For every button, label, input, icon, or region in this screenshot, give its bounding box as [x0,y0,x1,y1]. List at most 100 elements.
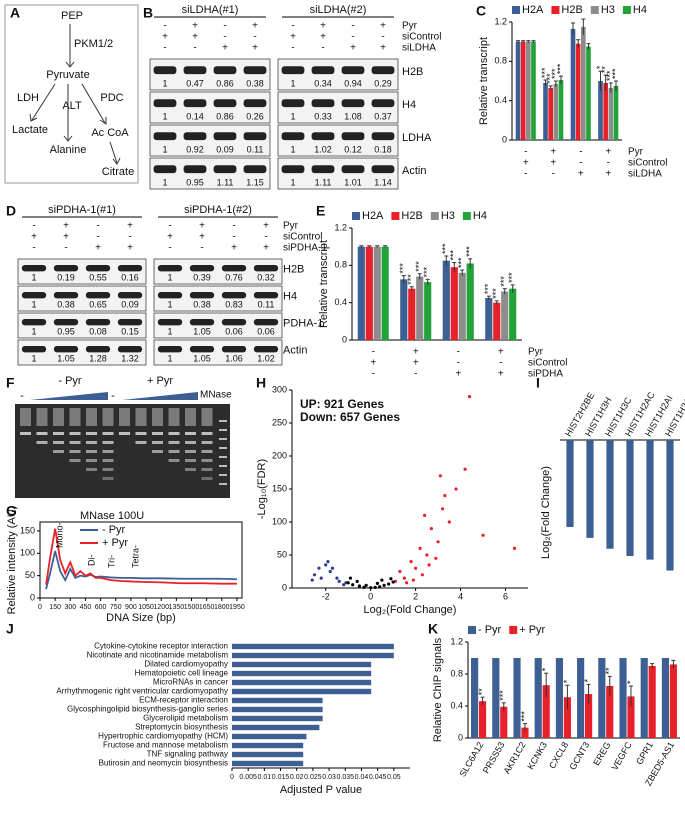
blot-band [53,345,79,353]
gel-band [102,468,114,471]
band-quantity: 0.38 [193,299,211,309]
blot-band [341,165,365,174]
condition-sign: - [381,32,384,43]
band-quantity: 0.32 [257,272,275,282]
condition-sign: + [498,347,504,358]
blot-frame [153,285,283,312]
point [348,576,353,580]
point [362,585,366,589]
blot-band [21,345,47,353]
significance: *** [519,711,529,722]
ladder-band [219,447,227,449]
y-tick-label: 50 [277,549,287,559]
gel-band [69,432,81,435]
blot-band [221,318,247,326]
condition-sign: - [372,347,375,358]
bar [555,658,564,738]
point [369,586,373,590]
condition-sign: - [163,21,166,32]
blot-band [189,264,215,272]
blot-band [341,132,365,141]
blot-band [253,291,279,299]
condition-sign: + [380,21,386,32]
control-lane: - [20,390,24,402]
blot-name: PDHA-1 [283,318,323,330]
condition-sign: - [524,147,527,158]
band-quantity: 0.38 [246,78,264,88]
point [434,556,438,560]
gel-band [69,441,81,444]
bar [232,706,323,713]
x-tick-label: SLC6A12 [457,740,485,778]
bar [586,46,591,141]
bar [548,87,553,140]
condition-sign: + [252,43,258,54]
bar [598,658,606,738]
gel-band [53,441,64,444]
condition-sign: - [291,43,294,54]
blot-frame [149,58,271,91]
condition-sign: + [455,369,461,380]
group-label: siPDHA-1(#1) [48,204,116,216]
blot-band [371,66,395,75]
blot-band [253,264,279,272]
blot-band [371,165,395,174]
blot-band [253,345,279,353]
legend-swatch [512,6,520,14]
bar [543,82,548,140]
band-quantity: 1 [31,272,36,282]
x-tick-label: 1050 [138,604,154,611]
condition-sign: - [414,369,417,380]
gel-lane [201,408,213,426]
point [319,576,323,580]
x-tick-label: 0.015 [272,774,290,781]
x-tick-label: 4 [458,591,463,601]
significance: *** [610,68,620,79]
condition-sign: - [351,21,354,32]
y-tick-label: 50 [25,570,35,580]
gel-band [152,450,163,453]
legend-swatch [551,6,560,14]
condition-sign: - [291,21,294,32]
annotation: Tri- [106,555,116,568]
band-quantity: 0.92 [186,144,204,154]
significance: * [583,678,593,682]
point [310,578,314,582]
blot-band [117,318,143,326]
significance: *** [422,266,432,277]
x-tick-label: 0.005 [239,774,257,781]
significance: *** [406,274,416,285]
condition-sign: + [550,147,556,158]
band-quantity: 1 [290,78,295,88]
ladder-band [219,474,227,476]
bar [531,41,536,140]
y-axis-label: Relative intensity (AU) [6,506,18,615]
bar [232,751,304,758]
blot-band [371,132,395,141]
bar [666,440,674,571]
blot-band [183,66,207,75]
condition-sign: - [457,347,460,358]
band-quantity: 0.86 [216,78,234,88]
significance: *** [398,263,408,274]
panel-label: H [256,375,266,391]
blot-band [221,291,247,299]
condition-sign: - [223,21,226,32]
blot-frame [17,285,147,312]
ladder-band [219,420,227,422]
x-tick-label: 0.02 [290,774,304,781]
blot-frame [153,312,283,339]
y-tick-label: TNF signaling pathway [147,750,228,759]
band-quantity: 0.19 [57,272,75,282]
condition-sign: + [127,243,133,254]
y-tick-label: 100 [272,516,287,526]
band-quantity: 1 [162,111,167,121]
gel-band [185,450,196,453]
condition-sign: + [231,243,237,254]
x-tick-label: 0 [38,604,42,611]
y-tick-label: 0.8 [334,260,347,270]
condition-sign: + [192,21,198,32]
condition-sign: - [232,221,235,232]
blot-band [53,318,79,326]
bar [232,652,394,659]
